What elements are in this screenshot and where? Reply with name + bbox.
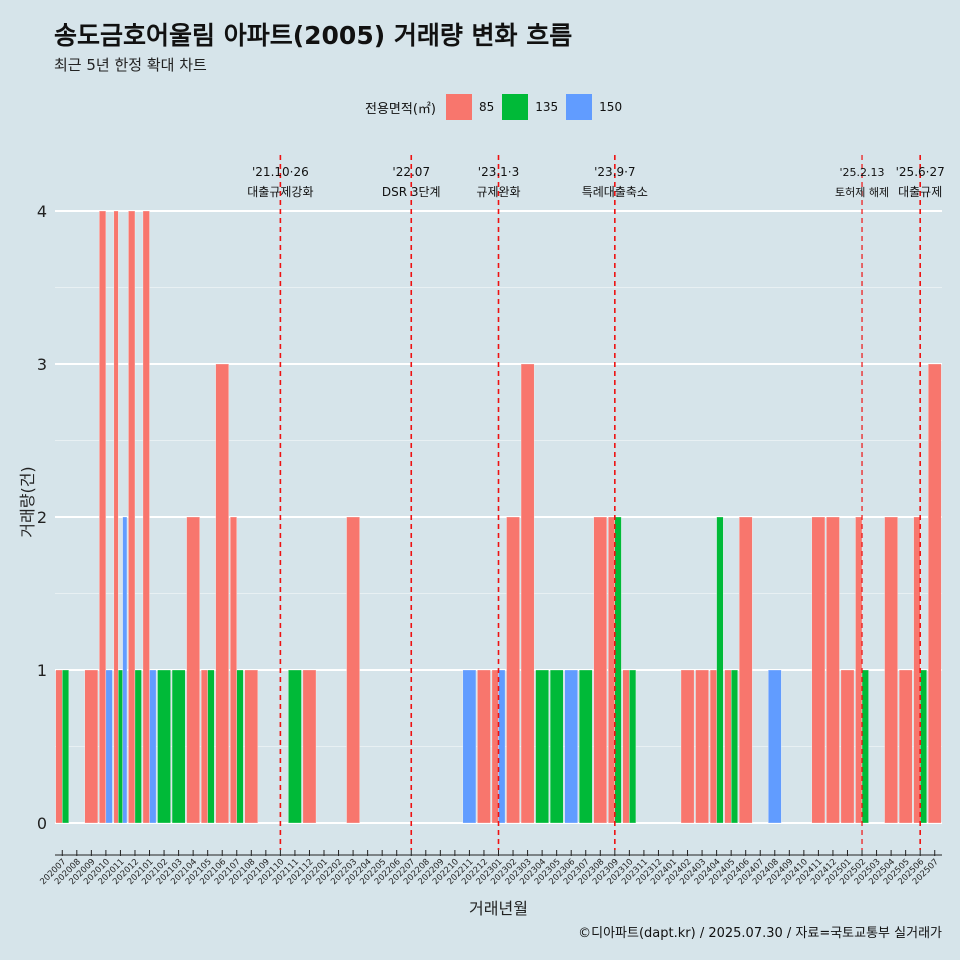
bar-85-202105 bbox=[200, 669, 208, 824]
y-tick-label: 4 bbox=[37, 202, 47, 221]
bar-85-202309 bbox=[608, 516, 615, 824]
bar-135-202107 bbox=[236, 669, 244, 824]
bar-150-202211 bbox=[462, 669, 477, 824]
chart-subtitle: 최근 5년 한정 확대 차트 bbox=[54, 56, 207, 74]
event-label-text: 대출규제 bbox=[898, 185, 942, 199]
bar-85-202406 bbox=[739, 516, 753, 824]
event-label-date: '25.6·27 bbox=[896, 165, 945, 179]
bar-150-202301 bbox=[498, 669, 506, 824]
bar-135-202309 bbox=[614, 516, 622, 824]
bar-85-202010 bbox=[99, 210, 107, 824]
source-caption: ©디아파트(dapt.kr) / 2025.07.30 / 자료=국토교통부 실… bbox=[578, 926, 942, 941]
legend-label-135: 135 bbox=[535, 100, 559, 114]
bar-135-202305 bbox=[549, 669, 564, 824]
event-label-text: 규제완화 bbox=[476, 185, 520, 199]
bar-85-202203 bbox=[346, 516, 360, 824]
y-axis-title: 거래량(건) bbox=[18, 466, 37, 537]
bar-85-202404 bbox=[709, 669, 717, 824]
bar-135-202405 bbox=[731, 669, 738, 824]
bar-150-202306 bbox=[564, 669, 578, 824]
legend-item-150: 150 bbox=[566, 94, 622, 120]
legend-item-85: 85 bbox=[445, 94, 495, 120]
legend-swatch-150 bbox=[566, 94, 593, 120]
bar-85-202506 bbox=[913, 516, 921, 824]
event-label-date: '23.1·3 bbox=[478, 165, 519, 179]
legend-title: 전용면적(㎡) bbox=[365, 101, 436, 117]
event-label-text: 대출규제강화 bbox=[247, 185, 313, 199]
bar-85-202107 bbox=[230, 516, 237, 824]
bar-85-202009 bbox=[84, 669, 99, 824]
y-tick-label: 1 bbox=[37, 661, 47, 680]
event-label-date: '21.10·26 bbox=[252, 165, 309, 179]
bar-135-202307 bbox=[579, 669, 593, 824]
legend-swatch-135 bbox=[502, 94, 529, 120]
bar-135-202007 bbox=[62, 669, 69, 824]
bar-85-202101 bbox=[142, 210, 150, 824]
x-axis-title: 거래년월 bbox=[469, 899, 528, 918]
bar-85-202007 bbox=[55, 669, 63, 824]
bar-85-202502 bbox=[855, 516, 863, 824]
legend-swatch-85 bbox=[445, 94, 472, 120]
bar-85-202301 bbox=[491, 669, 499, 824]
bar-85-202505 bbox=[898, 669, 913, 824]
bar-150-202010 bbox=[105, 669, 113, 824]
bar-85-202507 bbox=[928, 363, 942, 824]
y-tick-label: 3 bbox=[37, 355, 47, 374]
event-label-text: 특례대출축소 bbox=[582, 185, 648, 199]
event-label-date: '22.07 bbox=[392, 165, 430, 179]
bar-135-202310 bbox=[629, 669, 637, 824]
bar-135-202502 bbox=[861, 669, 869, 824]
bar-150-202408 bbox=[768, 669, 782, 824]
bar-135-202111 bbox=[288, 669, 302, 824]
bar-135-202012 bbox=[134, 669, 142, 824]
bar-85-202402 bbox=[680, 669, 695, 824]
bar-85-202308 bbox=[593, 516, 607, 824]
bar-135-202506 bbox=[920, 669, 927, 824]
bar-150-202101 bbox=[149, 669, 157, 824]
bar-85-202501 bbox=[840, 669, 855, 824]
bar-85-202108 bbox=[244, 669, 258, 824]
bar-85-202405 bbox=[724, 669, 732, 824]
bar-85-202303 bbox=[520, 363, 535, 824]
legend: 전용면적(㎡) 85 135 150 bbox=[365, 92, 630, 122]
bar-85-202012 bbox=[128, 210, 136, 824]
bar-85-202106 bbox=[215, 363, 229, 824]
bar-135-202304 bbox=[535, 669, 549, 824]
bar-85-202104 bbox=[186, 516, 200, 824]
bar-85-202310 bbox=[622, 669, 630, 824]
bar-85-202412 bbox=[826, 516, 840, 824]
bar-85-202302 bbox=[506, 516, 520, 824]
bar-85-202112 bbox=[302, 669, 317, 824]
bar-85-202504 bbox=[884, 516, 898, 824]
bar-150-202011 bbox=[122, 516, 128, 824]
bar-135-202404 bbox=[716, 516, 724, 824]
chart-title: 송도금호어울림 아파트(2005) 거래량 변화 흐름 bbox=[54, 21, 573, 50]
event-label-text: DSR 3단계 bbox=[382, 185, 441, 199]
legend-label-85: 85 bbox=[478, 100, 495, 114]
y-tick-label: 2 bbox=[37, 508, 47, 527]
event-label-text: 토허제 해제 bbox=[835, 185, 889, 199]
bar-135-202011 bbox=[118, 669, 123, 824]
bar-135-202105 bbox=[207, 669, 215, 824]
legend-label-150: 150 bbox=[599, 100, 623, 114]
bar-85-202411 bbox=[811, 516, 826, 824]
y-tick-label: 0 bbox=[37, 814, 47, 833]
bar-85-202403 bbox=[695, 669, 709, 824]
bar-85-202212 bbox=[477, 669, 491, 824]
bar-135-202102 bbox=[157, 669, 171, 824]
legend-item-135: 135 bbox=[502, 94, 558, 120]
event-label-date: '25.2.13 bbox=[840, 166, 885, 179]
event-label-date: '23.9·7 bbox=[594, 165, 635, 179]
bar-85-202011 bbox=[113, 210, 119, 824]
bar-135-202103 bbox=[171, 669, 186, 824]
